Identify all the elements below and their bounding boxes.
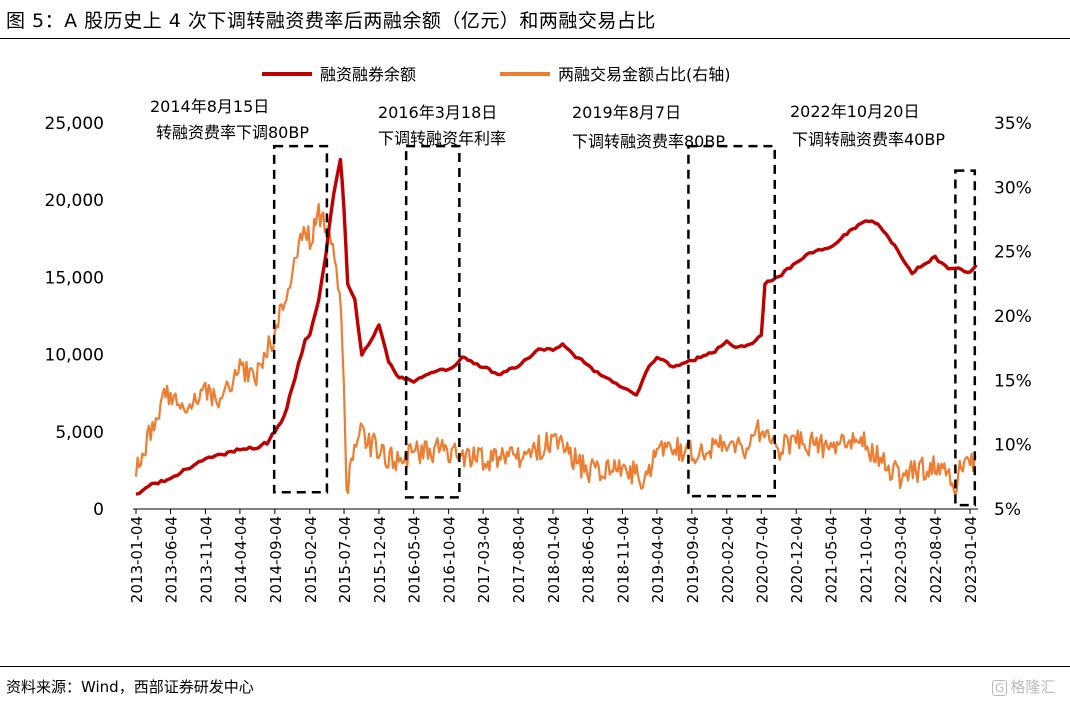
right-tick-label: 35% xyxy=(994,114,1032,134)
x-tick-label: 2020-02-04 xyxy=(719,516,737,603)
x-tick-label: 2015-12-04 xyxy=(371,516,389,603)
left-tick-label: 20,000 xyxy=(45,191,104,211)
left-tick-label: 0 xyxy=(93,500,104,520)
annotation-text: 下调转融资年利率 xyxy=(378,129,506,148)
x-tick-label: 2021-05-04 xyxy=(823,516,841,603)
x-tick-label: 2021-10-04 xyxy=(858,516,876,603)
annotation-box xyxy=(954,169,977,507)
series-financing-line xyxy=(135,157,978,496)
annotation-date: 2016年3月18日 xyxy=(378,103,497,122)
legend-label-financing: 融资融券余额 xyxy=(320,65,416,84)
legend: 融资融券余额 两融交易金额占比(右轴) xyxy=(262,65,731,84)
right-tick-label: 5% xyxy=(994,500,1021,520)
annotation-date: 2014年8月15日 xyxy=(150,97,269,116)
x-tick-label: 2023-01-04 xyxy=(962,516,980,603)
left-tick-label: 25,000 xyxy=(45,114,104,134)
series-share-line xyxy=(134,202,977,498)
x-tick-label: 2020-12-04 xyxy=(788,516,806,603)
x-tick-label: 2016-10-04 xyxy=(441,516,459,603)
watermark: G 格隆汇 xyxy=(992,676,1055,697)
x-tick-label: 2015-07-04 xyxy=(336,516,354,603)
annotation-text: 下调转融资费率80BP xyxy=(572,132,725,151)
right-tick-label: 25% xyxy=(994,243,1032,263)
left-axis-ticks: 0 5,000 10,000 15,000 20,000 25,000 xyxy=(45,114,104,520)
annotation-text: 下调转融资费率40BP xyxy=(792,130,945,149)
series-layer xyxy=(134,157,978,498)
annotation-date: 2022年10月20日 xyxy=(790,102,919,121)
right-tick-label: 20% xyxy=(994,307,1032,327)
right-tick-label: 10% xyxy=(994,436,1032,456)
left-tick-label: 10,000 xyxy=(45,346,104,366)
annotation-text: 转融资费率下调80BP xyxy=(156,123,309,142)
x-tick-label: 2018-11-04 xyxy=(614,516,632,603)
x-tick-label: 2013-06-04 xyxy=(162,516,180,603)
x-tick-label: 2022-08-04 xyxy=(927,516,945,603)
right-axis-ticks: 5% 10% 15% 20% 25% 30% 35% xyxy=(994,114,1032,520)
x-tick-label: 2018-06-04 xyxy=(579,516,597,603)
x-tick-label: 2014-09-04 xyxy=(267,516,285,603)
left-tick-label: 5,000 xyxy=(55,423,104,443)
x-tick-label: 2016-05-04 xyxy=(406,516,424,603)
figure-title: 图 5：A 股历史上 4 次下调转融资费率后两融余额（亿元）和两融交易占比 xyxy=(6,10,656,32)
x-tick-label: 2017-03-04 xyxy=(475,516,493,603)
x-tick-label: 2017-08-04 xyxy=(510,516,528,603)
bottom-rule xyxy=(0,666,1070,667)
x-tick-label: 2013-01-04 xyxy=(128,516,146,603)
x-tick-label: 2018-01-04 xyxy=(545,516,563,603)
x-tick-label: 2022-03-04 xyxy=(892,516,910,603)
watermark-text: 格隆汇 xyxy=(1010,678,1056,696)
x-tick-label: 2014-04-04 xyxy=(232,516,250,603)
watermark-logo-icon: G xyxy=(992,680,1008,696)
x-tick-label: 2019-04-04 xyxy=(649,516,667,603)
x-tick-label: 2015-02-04 xyxy=(302,516,320,603)
right-tick-label: 30% xyxy=(994,178,1032,198)
annotation-box xyxy=(404,144,461,499)
x-axis-ticks: 2013-01-04 2013-06-04 2013-11-04 2014-04-04… xyxy=(128,509,980,603)
right-tick-label: 15% xyxy=(994,371,1032,391)
x-tick-label: 2020-07-04 xyxy=(753,516,771,603)
annotation-box xyxy=(687,144,776,498)
annotation-date: 2019年8月7日 xyxy=(572,103,681,122)
source-note: 资料来源：Wind，西部证券研发中心 xyxy=(6,678,254,696)
legend-label-share: 两融交易金额占比(右轴) xyxy=(558,65,731,84)
x-tick-label: 2013-11-04 xyxy=(197,516,215,603)
top-rule xyxy=(0,38,1070,39)
x-tick-label: 2019-09-04 xyxy=(684,516,702,603)
left-tick-label: 15,000 xyxy=(45,268,104,288)
annotation-box xyxy=(272,144,329,494)
